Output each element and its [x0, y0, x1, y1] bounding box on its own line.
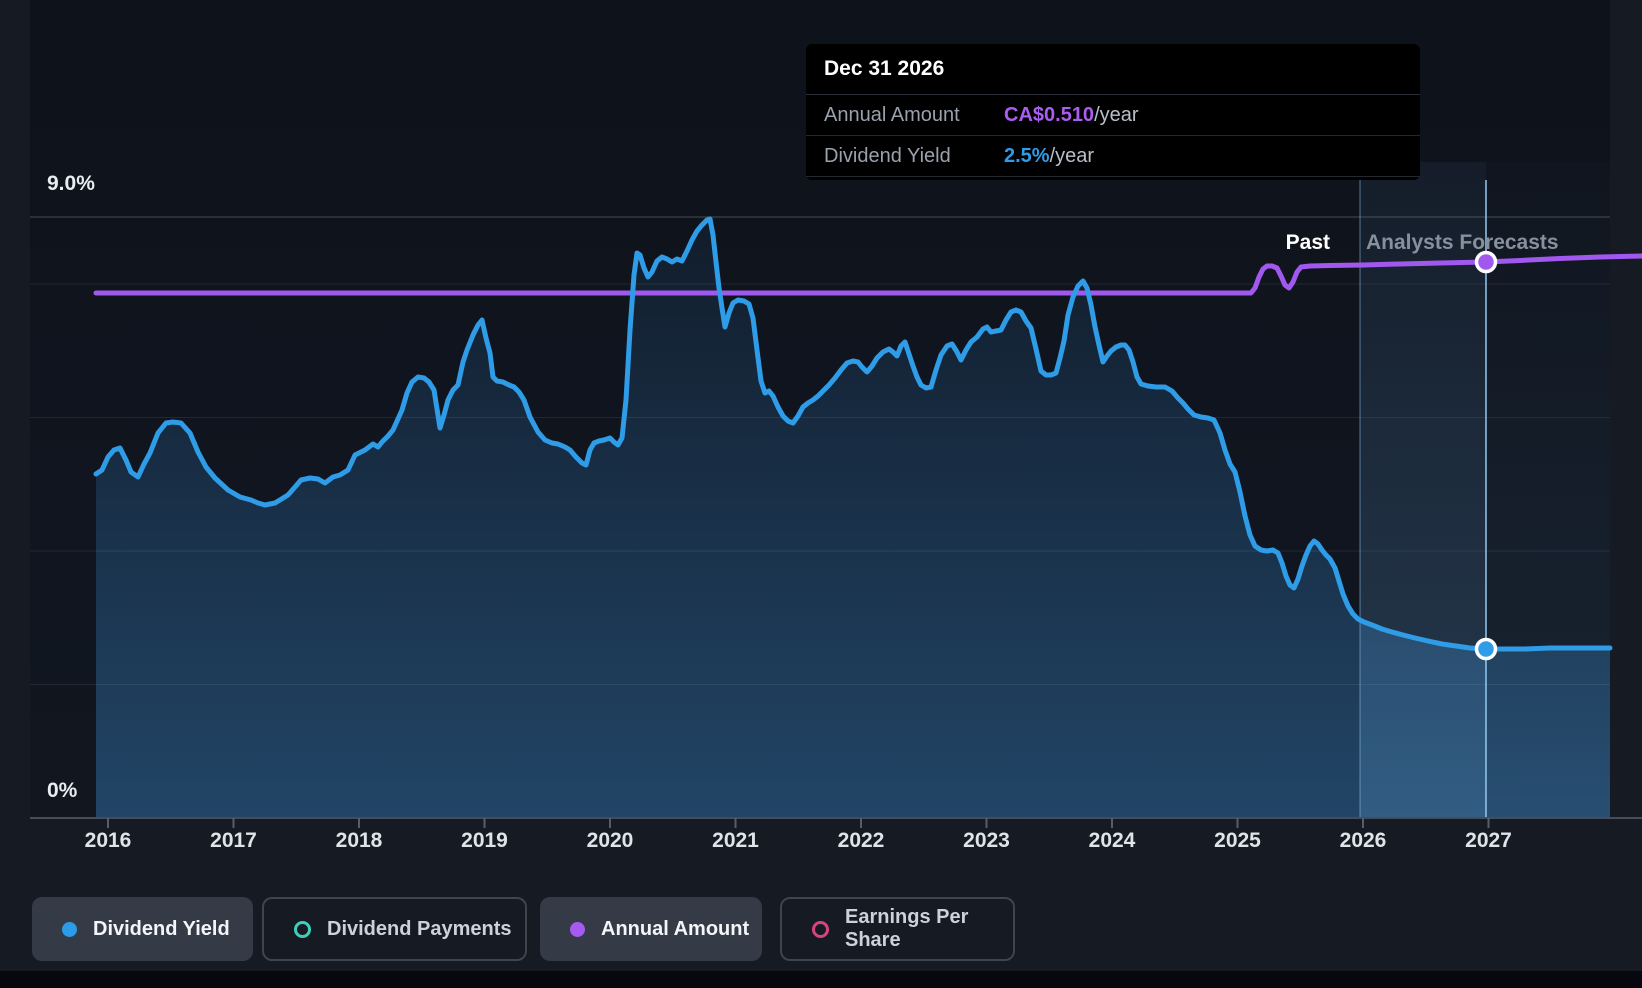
past-label: Past: [1285, 231, 1330, 254]
year-label-2022: 2022: [837, 829, 885, 852]
year-label-2025: 2025: [1214, 829, 1261, 852]
tooltip-annual-amount-suffix: /year: [1094, 103, 1139, 126]
tooltip-dividend-yield-suffix: /year: [1049, 144, 1095, 167]
dividend-yield-marker: [1474, 637, 1498, 661]
year-label-2027: 2027: [1465, 829, 1512, 852]
legend-label: Annual Amount: [601, 917, 750, 940]
dividend-yield-area: [96, 219, 1610, 818]
hovered-year-band: [1360, 162, 1486, 818]
y-axis-max-label: 9.0%: [47, 172, 95, 195]
year-label-2026: 2026: [1339, 829, 1387, 852]
year-label-2017: 2017: [210, 829, 257, 852]
year-label-2018: 2018: [335, 829, 383, 852]
tooltip-row-annual-amount: Annual Amount CA$0.510/year: [806, 95, 1420, 136]
tooltip-annual-amount-label: Annual Amount: [824, 103, 960, 126]
chart-tooltip: Dec 31 2026 Annual Amount CA$0.510/year …: [806, 44, 1420, 180]
tooltip-row-dividend-yield: Dividend Yield 2.5%/year: [806, 136, 1420, 177]
legend-label: Dividend Payments: [327, 917, 512, 940]
annual-amount-dot-icon: [570, 921, 585, 937]
bottom-bar: [0, 971, 1642, 988]
tooltip-annual-amount-value: CA$0.510: [1004, 103, 1095, 126]
legend-toggle-earnings-per-share[interactable]: Earnings Per Share: [780, 897, 1015, 961]
tooltip-dividend-yield-label: Dividend Yield: [824, 144, 951, 167]
tooltip-date: Dec 31 2026: [806, 44, 1420, 95]
year-label-2019: 2019: [461, 829, 508, 852]
analysts-forecasts-label: Analysts Forecasts: [1366, 231, 1559, 254]
legend-label: Earnings Per Share: [845, 906, 969, 951]
year-label-2023: 2023: [963, 829, 1010, 852]
year-label-2020: 2020: [586, 829, 634, 852]
x-axis-ticks: [107, 818, 1490, 828]
y-axis-min-label: 0%: [47, 779, 78, 802]
legend-toggle-dividend-payments[interactable]: Dividend Payments: [262, 897, 527, 961]
legend-toggle-annual-amount[interactable]: Annual Amount: [540, 897, 762, 961]
hover-markers: [1474, 250, 1498, 661]
dividend-yield-dot-icon: [62, 921, 77, 937]
dividend-yield-line[interactable]: [93, 216, 1613, 652]
year-label-2024: 2024: [1088, 829, 1136, 852]
gridlines: [30, 216, 1610, 685]
tooltip-dividend-yield-value: 2.5%: [1004, 144, 1050, 167]
chart-legend: Dividend Yield Dividend Payments Annual …: [0, 897, 1642, 961]
earnings-per-share-ring-icon: [812, 920, 829, 938]
legend-toggle-dividend-yield[interactable]: Dividend Yield: [32, 897, 253, 961]
annual-amount-marker: [1474, 250, 1498, 274]
dividend-payments-ring-icon: [294, 920, 311, 938]
legend-label: Dividend Yield: [93, 917, 230, 940]
year-label-2016: 2016: [84, 829, 132, 852]
year-label-2021: 2021: [712, 829, 759, 852]
